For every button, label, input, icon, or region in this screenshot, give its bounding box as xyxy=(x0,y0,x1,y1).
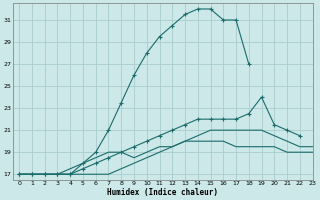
X-axis label: Humidex (Indice chaleur): Humidex (Indice chaleur) xyxy=(107,188,218,197)
